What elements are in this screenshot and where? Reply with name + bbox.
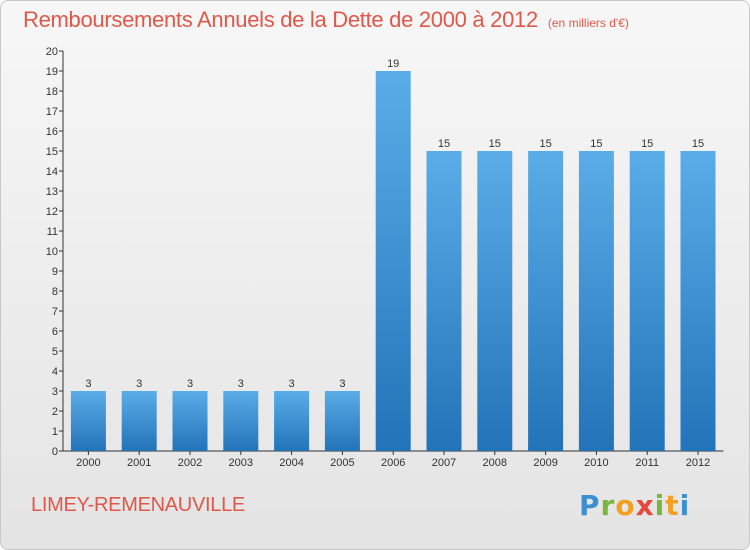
x-tick-label: 2001 xyxy=(127,457,151,469)
bars xyxy=(70,71,716,451)
data-label: 3 xyxy=(187,378,193,390)
y-tick-label: 3 xyxy=(52,386,58,398)
y-tick-label: 6 xyxy=(52,326,58,338)
y-tick-label: 8 xyxy=(52,286,58,298)
chart-title: Remboursements Annuels de la Dette de 20… xyxy=(23,7,629,33)
bar-2000 xyxy=(70,391,106,451)
bar-2003 xyxy=(223,391,259,451)
y-tick-label: 19 xyxy=(46,66,58,78)
data-label: 19 xyxy=(387,58,399,70)
bar-2011 xyxy=(629,151,665,451)
x-tick-label: 2011 xyxy=(635,457,659,469)
proxiti-logo: Proxiti xyxy=(579,489,691,522)
x-tick-label: 2012 xyxy=(686,457,710,469)
x-tick-label: 2010 xyxy=(584,457,608,469)
x-tick-label: 2008 xyxy=(483,457,507,469)
x-tick-label: 2009 xyxy=(533,457,557,469)
data-label: 15 xyxy=(692,138,704,150)
y-tick-label: 0 xyxy=(52,446,58,458)
data-label: 3 xyxy=(85,378,91,390)
x-tick-label: 2004 xyxy=(279,457,303,469)
bar-2008 xyxy=(477,151,513,451)
bar-2012 xyxy=(680,151,716,451)
y-tick-label: 13 xyxy=(46,186,58,198)
data-labels: 3 3 3 3 3 3 19 15 15 15 15 15 15 xyxy=(85,58,704,390)
data-label: 15 xyxy=(438,138,450,150)
x-tick-label: 2007 xyxy=(432,457,456,469)
y-tick-label: 4 xyxy=(52,366,58,378)
x-tick-label: 2002 xyxy=(178,457,202,469)
bar-2004 xyxy=(274,391,310,451)
data-label: 15 xyxy=(590,138,602,150)
bar-2007 xyxy=(426,151,462,451)
y-tick-label: 17 xyxy=(46,106,58,118)
x-axis: 2000 2001 2002 2003 2004 2005 2006 2007 2008 2009… xyxy=(63,450,724,469)
bar-2005 xyxy=(324,391,360,451)
bar-2010 xyxy=(578,151,614,451)
y-tick-label: 16 xyxy=(46,126,58,138)
chart-title-text: Remboursements Annuels de la Dette de 20… xyxy=(23,7,538,32)
data-label: 3 xyxy=(289,378,295,390)
y-tick-label: 12 xyxy=(46,206,58,218)
chart-subtitle: (en milliers d'€) xyxy=(547,16,629,30)
x-tick-label: 2003 xyxy=(229,457,253,469)
y-tick-label: 7 xyxy=(52,306,58,318)
y-tick-label: 14 xyxy=(46,166,58,178)
bar-2006 xyxy=(375,71,411,451)
y-tick-label: 5 xyxy=(52,346,58,358)
y-tick-label: 18 xyxy=(46,86,58,98)
commune-name: LIMEY-REMENAUVILLE xyxy=(31,494,245,516)
y-tick-label: 1 xyxy=(52,426,58,438)
bar-2002 xyxy=(172,391,208,451)
y-tick-label: 2 xyxy=(52,406,58,418)
y-tick-label: 15 xyxy=(46,146,58,158)
y-tick-label: 20 xyxy=(46,46,58,58)
x-tick-label: 2006 xyxy=(381,457,405,469)
y-tick-label: 11 xyxy=(47,226,58,238)
data-label: 15 xyxy=(641,138,653,150)
x-tick-label: 2000 xyxy=(76,457,100,469)
x-tick-label: 2005 xyxy=(330,457,354,469)
bar-2009 xyxy=(528,151,564,451)
data-label: 3 xyxy=(339,378,345,390)
data-label: 15 xyxy=(539,138,551,150)
y-tick-label: 9 xyxy=(52,266,58,278)
data-label: 3 xyxy=(136,378,142,390)
bar-2001 xyxy=(121,391,157,451)
data-label: 3 xyxy=(238,378,244,390)
data-label: 15 xyxy=(489,138,501,150)
y-tick-label: 10 xyxy=(46,246,58,258)
